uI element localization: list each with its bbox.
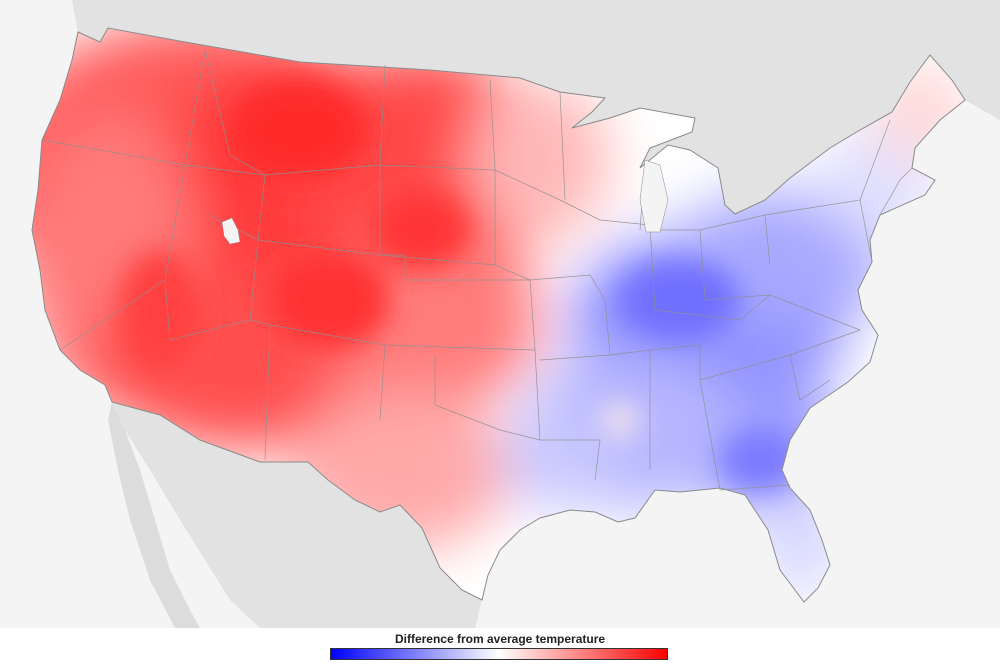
lakes [221,159,669,245]
great-salt-lake [221,217,241,245]
anomaly-field [32,28,965,602]
baja-peninsula [108,402,200,628]
legend-title: Difference from average temperature [394,632,606,646]
temperature-anomaly-map [0,0,1000,628]
legend: Difference from average temperature [0,628,1000,666]
mexico-landmass [112,402,482,628]
legend-color-scale [330,648,668,660]
state-borders [41,49,913,491]
lake-michigan [639,159,669,233]
map-canvas [0,0,1000,628]
neighbor-land [0,0,1000,628]
canada-landmass [0,0,1000,214]
